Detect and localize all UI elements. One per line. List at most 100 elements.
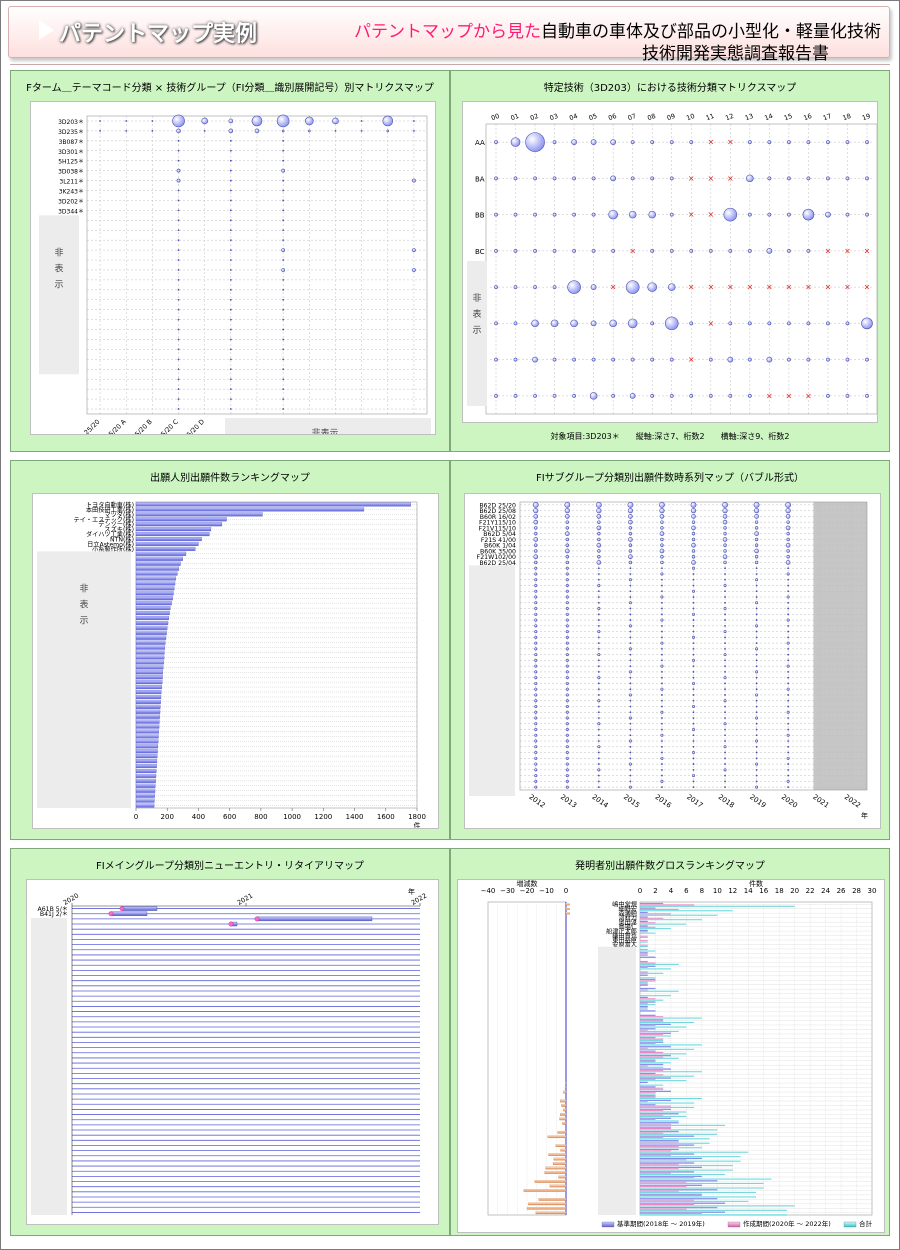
bubble xyxy=(786,756,790,760)
bubble xyxy=(747,393,752,398)
bubble xyxy=(590,139,597,146)
bubble xyxy=(534,728,538,732)
bar xyxy=(135,714,160,719)
bubble xyxy=(513,285,518,290)
bubble xyxy=(534,664,538,668)
category-label: スズキ(株) xyxy=(104,526,134,534)
bubble-dot xyxy=(692,607,695,610)
bubble xyxy=(534,733,538,737)
bubble xyxy=(565,630,569,634)
base-period-bar xyxy=(640,1108,671,1110)
bubble xyxy=(565,548,570,554)
total-bar xyxy=(640,1124,726,1126)
bubble xyxy=(611,393,616,398)
bubble-dot xyxy=(629,584,632,587)
total-bar xyxy=(640,1008,648,1010)
bubble xyxy=(628,716,632,720)
bubble-dot xyxy=(229,298,232,301)
bubble-dot xyxy=(282,308,285,311)
bubble xyxy=(533,514,539,519)
bubble xyxy=(650,140,655,145)
base-period-bar xyxy=(640,960,648,963)
bubble xyxy=(723,653,727,657)
bubble xyxy=(534,699,538,703)
bubble xyxy=(826,393,830,398)
plot-border xyxy=(135,501,418,809)
bubble xyxy=(806,140,811,145)
bar xyxy=(135,793,155,798)
base-period-bar xyxy=(640,1090,671,1092)
y-tick-label: B62D 5/04 xyxy=(483,531,516,538)
base-period-bar xyxy=(640,1103,656,1106)
bubble-dot xyxy=(755,757,758,760)
bubble-dot xyxy=(629,745,632,748)
bar xyxy=(135,546,196,551)
bubble xyxy=(565,774,569,778)
bubble-dot xyxy=(229,259,232,261)
x-tick-label: 13 xyxy=(744,112,755,122)
bubble xyxy=(597,537,601,542)
zero-mark: × xyxy=(766,391,773,400)
bubble-dot xyxy=(787,601,790,604)
hidden-label-char: 表 xyxy=(472,308,481,320)
zero-mark: × xyxy=(707,319,714,328)
bubble xyxy=(722,554,728,560)
bubble-dot xyxy=(661,659,663,662)
bubble xyxy=(513,321,518,326)
bubble xyxy=(786,641,790,645)
bubble xyxy=(628,693,632,697)
x-tick-label: 2019 xyxy=(748,793,767,810)
x-tick-label: 2021 xyxy=(236,892,254,907)
bubble xyxy=(534,624,538,628)
change-bar xyxy=(538,1198,567,1201)
x-unit: 年 xyxy=(408,887,415,896)
bubble xyxy=(565,785,569,789)
bubble-dot xyxy=(724,786,726,789)
bubble xyxy=(565,555,570,559)
total-bar xyxy=(640,1146,702,1149)
total-bar xyxy=(640,1133,718,1135)
left-x-label: 増減数 xyxy=(517,880,538,888)
bubble xyxy=(565,612,569,616)
zero-mark: × xyxy=(805,391,812,400)
bubble xyxy=(628,514,633,519)
bubble xyxy=(533,393,537,398)
bubble-dot xyxy=(755,630,758,633)
current-period-bar xyxy=(640,1065,648,1067)
bubble-dot xyxy=(177,288,180,291)
total-bar xyxy=(640,1169,733,1171)
total-bar xyxy=(640,1093,656,1095)
total-bar xyxy=(640,1129,718,1131)
total-bar xyxy=(640,1017,702,1019)
x-tick-label: B62D 25/20 xyxy=(69,418,102,434)
bubble xyxy=(565,693,569,697)
bar xyxy=(135,581,176,586)
play-arrow-icon xyxy=(39,20,54,40)
bubble xyxy=(597,520,601,524)
bubble xyxy=(669,248,674,253)
bubble xyxy=(690,508,697,514)
plot-border xyxy=(485,123,877,415)
x-tick-label: 800 xyxy=(254,813,267,821)
hidden-cols-label: 非表示 xyxy=(311,427,338,434)
zero-mark: × xyxy=(844,246,851,255)
bubble-dot xyxy=(177,338,180,341)
bubble-dot xyxy=(629,642,632,645)
panel-fi-maingroup-entry-retire: FIメイングループ分類別ニューエントリ・リタイアリマップ 2020 2021 202… xyxy=(10,848,450,1236)
total-bar xyxy=(640,1142,710,1144)
x-tick-label: 18 xyxy=(842,112,853,122)
bubble xyxy=(755,601,759,605)
bubble xyxy=(596,542,602,548)
current-period-bar xyxy=(640,998,656,1000)
bar xyxy=(135,551,187,556)
bubble-dot xyxy=(692,768,695,771)
bubble xyxy=(565,728,569,732)
x-tick-label: 12 xyxy=(724,112,735,122)
bubble xyxy=(572,357,577,362)
bubble xyxy=(386,129,390,133)
total-bar xyxy=(640,1021,695,1023)
bubble-dot xyxy=(177,358,180,361)
base-period-bar xyxy=(640,1197,718,1200)
total-bar xyxy=(640,1196,756,1198)
bubble-dot xyxy=(661,740,663,742)
